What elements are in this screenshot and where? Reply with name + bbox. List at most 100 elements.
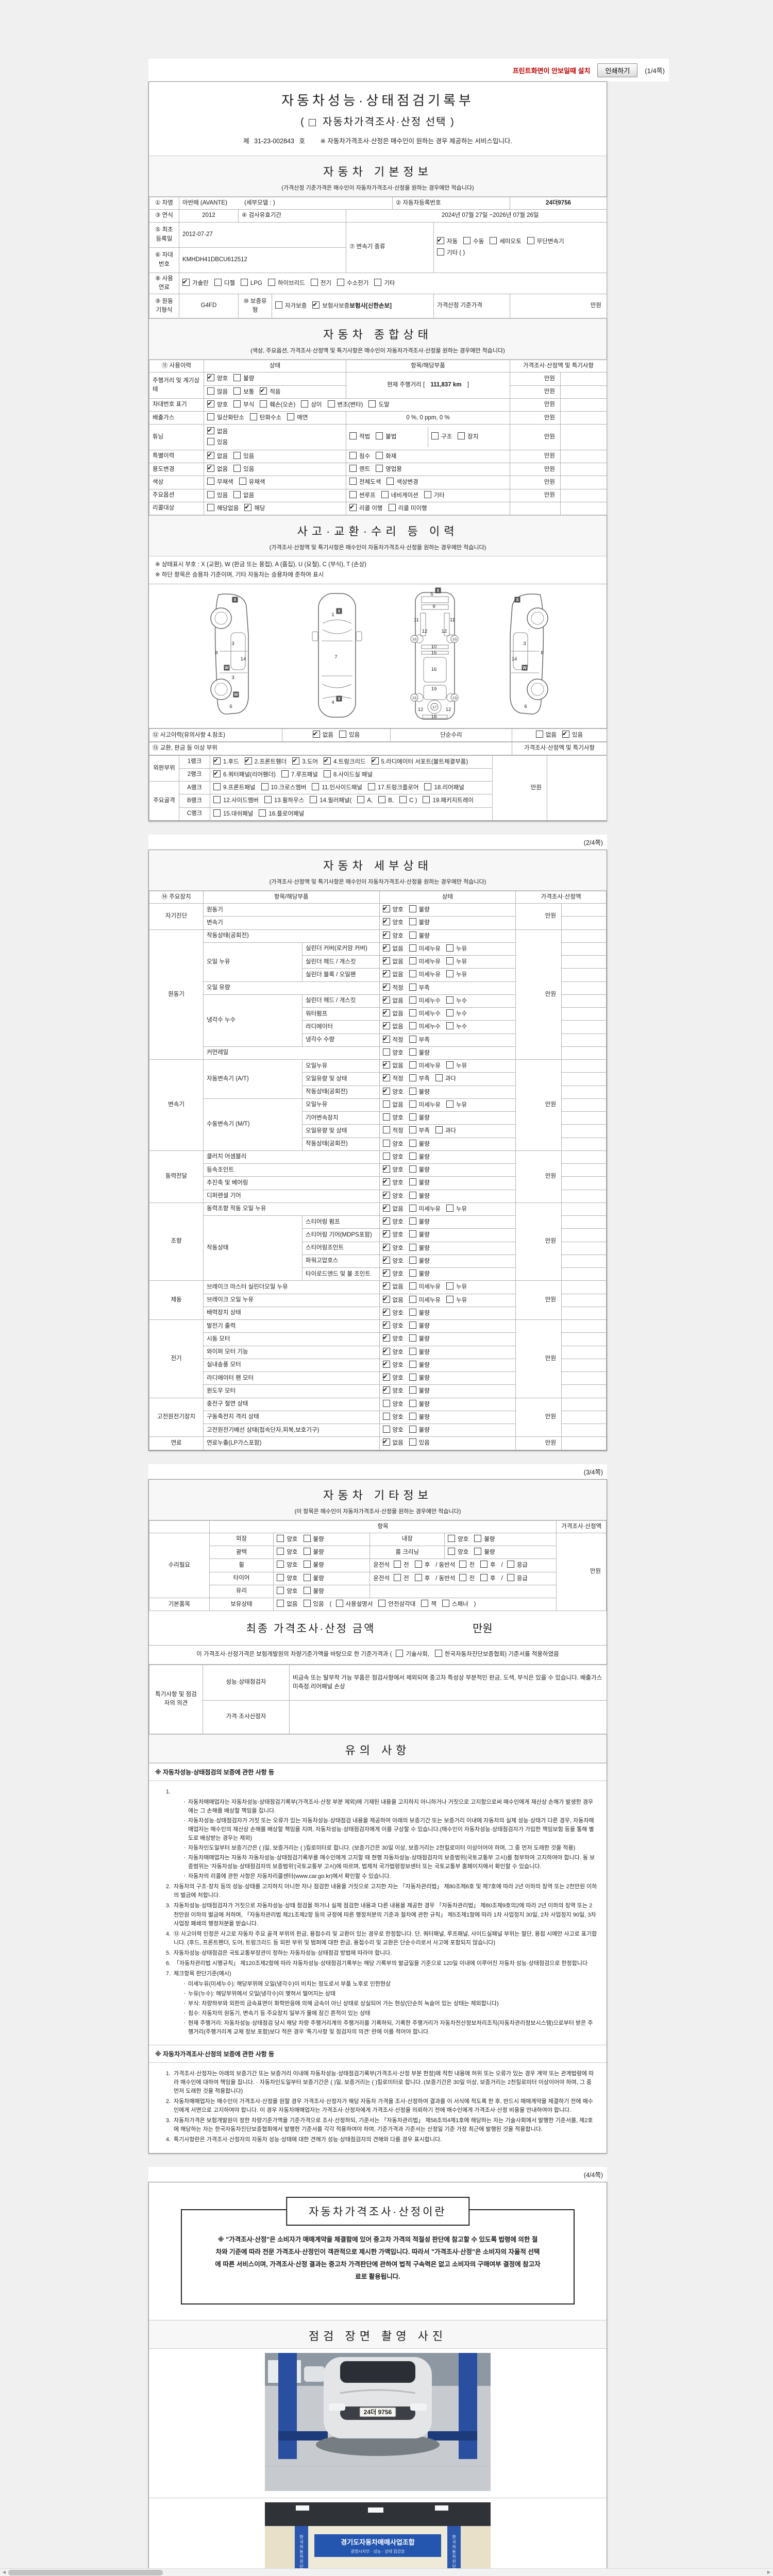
checkbox[interactable] (409, 1243, 416, 1251)
checkbox[interactable] (446, 1061, 453, 1069)
checkbox[interactable] (244, 502, 252, 512)
checkbox[interactable] (382, 1203, 390, 1212)
checkbox[interactable] (382, 904, 390, 913)
checkbox[interactable] (409, 1139, 416, 1147)
checkbox[interactable] (349, 432, 357, 440)
checkbox[interactable] (382, 1307, 390, 1316)
checkbox[interactable] (409, 1412, 416, 1420)
checkbox[interactable] (409, 1334, 416, 1342)
checkbox[interactable] (409, 1217, 416, 1225)
checkbox[interactable] (382, 1048, 390, 1056)
checkbox[interactable] (264, 796, 272, 804)
checkbox[interactable] (382, 1177, 390, 1186)
checkbox[interactable] (409, 1009, 416, 1017)
checkbox[interactable] (409, 1308, 416, 1316)
checkbox[interactable] (382, 1113, 390, 1121)
checkbox[interactable] (382, 1320, 390, 1329)
checkbox[interactable] (259, 809, 266, 817)
checkbox[interactable] (301, 400, 309, 408)
checkbox[interactable] (349, 465, 357, 472)
checkbox[interactable] (382, 1229, 390, 1238)
checkbox[interactable] (431, 432, 439, 440)
checkbox[interactable] (233, 374, 241, 382)
checkbox[interactable] (382, 1073, 390, 1082)
checkbox[interactable] (239, 478, 246, 485)
checkbox[interactable] (409, 1126, 416, 1134)
scroll-right-arrow[interactable]: ▶ (767, 2570, 771, 2574)
checkbox[interactable] (446, 1009, 453, 1017)
checkbox[interactable] (213, 809, 221, 817)
checkbox[interactable] (446, 944, 453, 952)
checkbox[interactable] (409, 1074, 416, 1082)
checkbox[interactable] (277, 1573, 284, 1581)
checkbox[interactable] (277, 1600, 284, 1607)
checkbox[interactable] (349, 490, 357, 498)
checkbox[interactable] (399, 796, 407, 804)
checkbox[interactable] (446, 1022, 453, 1030)
checkbox[interactable] (421, 1600, 429, 1607)
checkbox[interactable] (312, 300, 320, 309)
checkbox[interactable] (287, 413, 295, 420)
checkbox[interactable] (378, 1600, 386, 1607)
checkbox[interactable] (303, 1534, 311, 1542)
checkbox[interactable] (213, 756, 221, 765)
checkbox[interactable] (409, 1022, 416, 1030)
checkbox[interactable] (562, 729, 569, 738)
checkbox[interactable] (303, 1561, 311, 1568)
checkbox[interactable] (233, 490, 241, 498)
checkbox[interactable] (409, 905, 416, 913)
checkbox[interactable] (409, 957, 416, 965)
checkbox[interactable] (381, 490, 389, 498)
checkbox[interactable] (409, 944, 416, 952)
checkbox[interactable] (424, 783, 432, 791)
checkbox[interactable] (240, 278, 248, 286)
checkbox[interactable] (448, 1534, 456, 1542)
price-survey-checkbox[interactable] (309, 119, 316, 126)
checkbox[interactable] (261, 783, 268, 791)
checkbox[interactable] (382, 1126, 390, 1134)
checkbox[interactable] (434, 1650, 442, 1657)
checkbox[interactable] (409, 1100, 416, 1108)
checkbox[interactable] (277, 1534, 284, 1542)
checkbox[interactable] (409, 1035, 416, 1043)
checkbox[interactable] (382, 930, 390, 939)
checkbox[interactable] (382, 1268, 390, 1277)
checkbox[interactable] (382, 1346, 390, 1355)
checkbox[interactable] (409, 931, 416, 939)
checkbox[interactable] (260, 400, 267, 408)
checkbox[interactable] (507, 1561, 514, 1568)
checkbox[interactable] (409, 1295, 416, 1303)
checkbox[interactable] (382, 1152, 390, 1160)
checkbox[interactable] (267, 278, 275, 286)
checkbox[interactable] (446, 970, 453, 978)
checkbox[interactable] (446, 996, 453, 1004)
checkbox[interactable] (382, 1060, 390, 1069)
checkbox[interactable] (480, 1573, 488, 1581)
checkbox[interactable] (349, 478, 357, 485)
checkbox[interactable] (463, 236, 471, 244)
checkbox[interactable] (371, 756, 379, 765)
checkbox[interactable] (207, 399, 214, 408)
checkbox[interactable] (382, 1139, 390, 1147)
checkbox[interactable] (446, 1282, 453, 1290)
checkbox[interactable] (260, 386, 267, 395)
checkbox[interactable] (382, 1164, 390, 1173)
checkbox[interactable] (339, 731, 346, 738)
checkbox[interactable] (182, 277, 190, 286)
checkbox[interactable] (448, 1548, 456, 1555)
checkbox[interactable] (303, 1548, 311, 1555)
checkbox[interactable] (382, 1100, 390, 1108)
checkbox[interactable] (409, 1360, 416, 1368)
checkbox[interactable] (382, 1359, 390, 1368)
checkbox[interactable] (409, 1269, 416, 1277)
checkbox[interactable] (423, 796, 430, 804)
print-button[interactable]: 인쇄하기 (597, 63, 638, 77)
checkbox[interactable] (409, 1282, 416, 1290)
checkbox[interactable] (435, 1126, 443, 1134)
checkbox[interactable] (382, 1294, 390, 1303)
checkbox[interactable] (382, 969, 390, 978)
checkbox[interactable] (382, 1021, 390, 1030)
checkbox[interactable] (409, 1374, 416, 1381)
checkbox[interactable] (312, 783, 320, 791)
checkbox[interactable] (382, 1216, 390, 1225)
